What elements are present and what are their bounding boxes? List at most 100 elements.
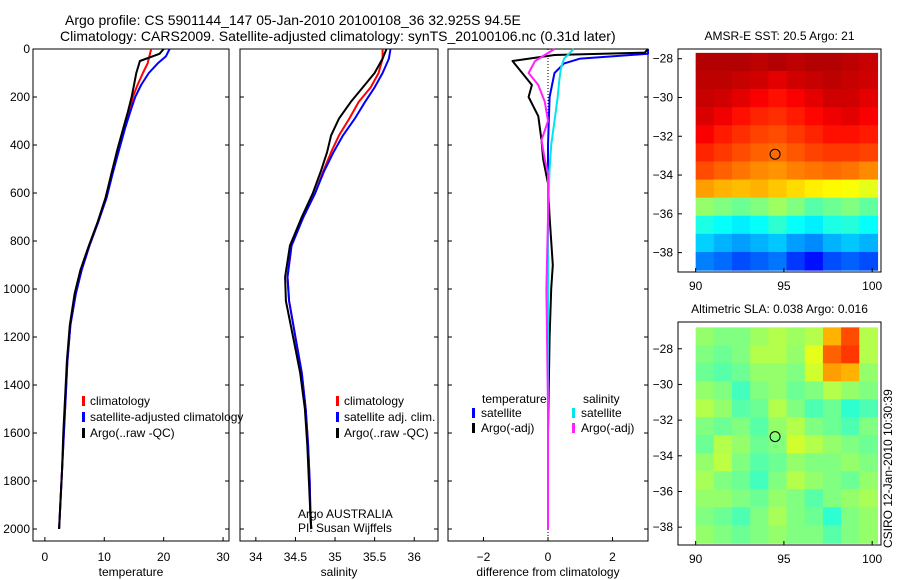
temperature-ytick-label: 1000 <box>3 282 30 296</box>
sst_map-cell <box>713 215 733 235</box>
difference-legend-swatch <box>472 408 475 418</box>
sla_map-ytick-label: −36 <box>653 484 674 498</box>
sla_map-cell <box>695 435 715 454</box>
sst_map-cell <box>804 251 824 271</box>
sst_map-cell <box>859 89 879 108</box>
sla_map-cell <box>732 435 751 454</box>
salinity-xlabel: salinity <box>321 565 358 579</box>
sla_map-xtick-label: 90 <box>689 552 703 566</box>
sla_map-cell <box>841 525 860 544</box>
sst_map-cell <box>732 161 751 181</box>
sst_map-frame <box>677 48 882 273</box>
sla_map-cell <box>732 399 751 418</box>
temperature-ytick-label: 600 <box>10 186 30 200</box>
sst_map-cell <box>750 179 769 199</box>
sla_map-cell <box>822 417 842 436</box>
sst_map-cell <box>768 197 788 217</box>
sla_map-cell <box>768 489 788 508</box>
sla_map-cell <box>804 345 824 364</box>
sst_map-cell <box>841 179 860 199</box>
sst_map-cell <box>732 179 751 199</box>
sla_map-cell <box>695 507 715 526</box>
sla_map-cell <box>732 381 751 400</box>
sla_map-cell <box>750 363 769 382</box>
sla_map-cell <box>786 507 806 526</box>
temperature-ytick-label: 1800 <box>3 474 30 488</box>
sla_map-cell <box>750 507 769 526</box>
sst_map-cell <box>695 161 715 181</box>
salinity-legend-label: Argo(..raw -QC) <box>344 426 429 440</box>
temperature-ytick-label: 1600 <box>3 426 30 440</box>
difference-series-temperature-satellite <box>547 49 649 529</box>
temperature-panel: 0 10 20 30 0 200 400 600 800 1000 1200 1400 1600 1800… <box>3 42 243 579</box>
sst_map-cell <box>822 125 842 144</box>
temperature-xtick-label: 30 <box>216 550 230 564</box>
sst_map-cell <box>786 215 806 235</box>
sla_map-cell <box>804 471 824 490</box>
sla_map-cell <box>786 363 806 382</box>
sst_map-cell <box>732 52 751 72</box>
salinity-legend-swatch <box>336 412 339 422</box>
sla_map-cell <box>713 489 733 508</box>
sla_map-cell <box>713 507 733 526</box>
sla_map-cell <box>804 381 824 400</box>
sst_map-cell <box>822 107 842 126</box>
sst_map-ytick-label: −30 <box>653 90 674 104</box>
sst_map-cell <box>786 179 806 199</box>
sst_map-cell <box>786 233 806 253</box>
difference-legend-label: Argo(-adj) <box>481 421 534 435</box>
sla_map-cell <box>695 489 715 508</box>
sst_map-cell <box>768 107 788 126</box>
salinity-xtick-label: 36 <box>408 550 422 564</box>
temperature-series-climatology <box>58 48 153 530</box>
salinity-legend-label: climatology <box>344 394 404 408</box>
sla_map-cell <box>841 327 860 346</box>
sst_map-cell <box>713 89 733 108</box>
sla_map-cell <box>713 363 733 382</box>
sst_map-cell <box>768 143 788 163</box>
sla_map-cell <box>768 345 788 364</box>
sst_map-cell <box>822 215 842 235</box>
sla_map-cell <box>713 525 733 544</box>
salinity-series-climatology <box>286 49 384 530</box>
sla_map-cell <box>859 345 879 364</box>
sst_map-cell <box>804 143 824 163</box>
sst_map-cell <box>732 89 751 108</box>
sla_map-cell <box>859 489 879 508</box>
sst_map-cell <box>822 89 842 108</box>
sla_map-cell <box>732 345 751 364</box>
difference-legend-swatch <box>572 408 575 418</box>
sla_map-cell <box>713 453 733 472</box>
difference-legend-label: satellite <box>581 406 622 420</box>
sst_map-cell <box>822 179 842 199</box>
sla_map-cell <box>786 381 806 400</box>
sla_map-cell <box>750 435 769 454</box>
difference-xlabel: difference from climatology <box>476 565 619 579</box>
temperature-legend-label: Argo(..raw -QC) <box>90 426 175 440</box>
sst_map-argo-marker <box>769 148 781 160</box>
sla_map-frame <box>677 321 882 546</box>
sla_map-cell <box>750 489 769 508</box>
sst_map-cell <box>786 125 806 144</box>
sla_map-cell <box>822 381 842 400</box>
sst_map-ytick-label: −38 <box>653 246 674 260</box>
sla_map-xtick-label: 100 <box>862 552 882 566</box>
sst_map-cell <box>695 197 715 217</box>
sla_map-cell <box>732 363 751 382</box>
salinity-frame <box>239 48 439 542</box>
sla_map-cell <box>804 489 824 508</box>
sst_map-cell <box>695 233 715 253</box>
sla_map-cell <box>822 399 842 418</box>
temperature-xlabel: temperature <box>99 565 164 579</box>
sst_map-cell <box>841 161 860 181</box>
sla_map-ytick-label: −34 <box>653 449 674 463</box>
sst_map-cell <box>750 251 769 271</box>
sla_map-cell <box>768 363 788 382</box>
sla_map-cell <box>750 471 769 490</box>
header-line2: Climatology: CARS2009. Satellite-adjuste… <box>60 28 616 44</box>
sst_map-cell <box>732 107 751 126</box>
sst_map-cell <box>841 70 860 90</box>
sst_map-cell <box>768 251 788 271</box>
sla_map-cell <box>768 453 788 472</box>
temperature-ytick-label: 1400 <box>3 378 30 392</box>
